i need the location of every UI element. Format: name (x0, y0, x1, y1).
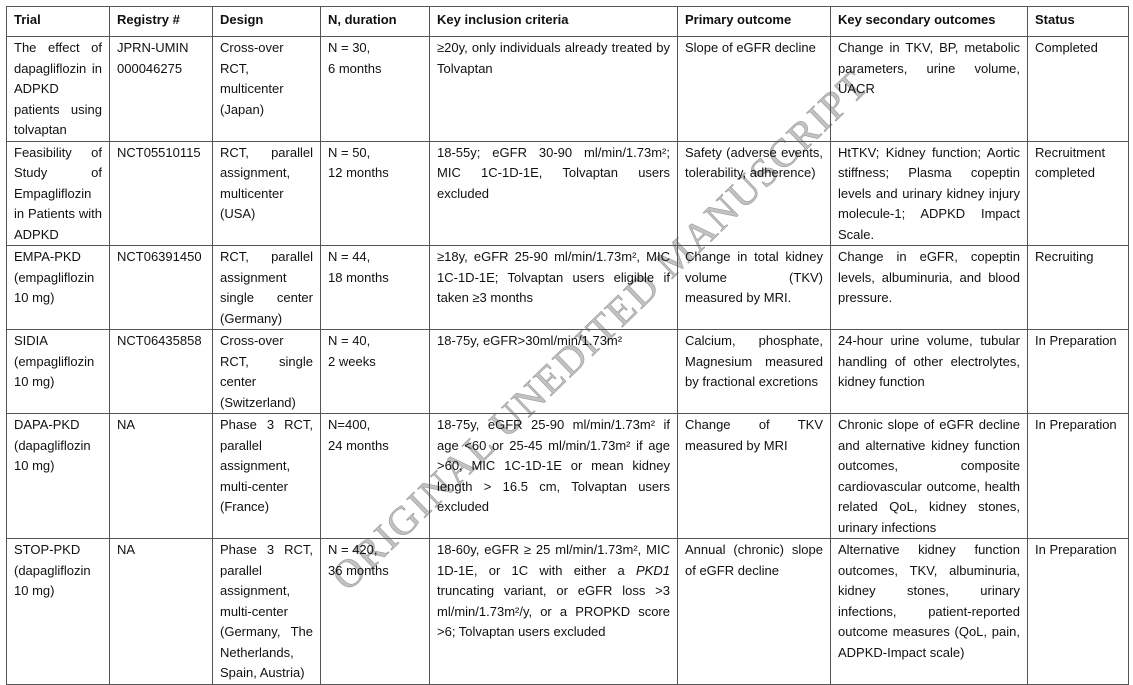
cell-status: In Preparation (1027, 538, 1129, 685)
cell-registry: NA (109, 538, 213, 685)
n: N = 420, (328, 542, 378, 557)
header-trial: Trial (6, 6, 110, 37)
cell-registry: NCT06435858 (109, 329, 213, 414)
n: N = 50, (328, 144, 371, 160)
cell-status: Completed (1027, 36, 1129, 142)
cell-n-duration: N = 50, 12 months (320, 140, 430, 246)
table-row: Feasibility of Study of Empagliflozin in… (6, 140, 1129, 246)
cell-design: RCT, parallel assignment, multicenter (U… (212, 140, 321, 246)
cell-primary: Calcium, phosphate, Magnesium measured b… (677, 329, 831, 414)
cell-criteria: 18-55y; eGFR 30-90 ml/min/1.73m²; MIC 1C… (429, 140, 678, 246)
cell-n-duration: N = 44, 18 months (320, 245, 430, 330)
cell-n-duration: N = 30, 6 months (320, 36, 430, 142)
duration: 2 weeks (328, 353, 376, 369)
header-criteria: Key inclusion criteria (429, 6, 678, 37)
table-row: DAPA-PKD (dapagliflozin 10 mg) NA Phase … (6, 413, 1129, 539)
n: N = 44, (328, 249, 371, 264)
cell-criteria: 18-75y, eGFR 25-90 ml/min/1.73m² if age … (429, 413, 678, 539)
cell-secondary: Change in eGFR, copeptin levels, albumin… (830, 245, 1028, 330)
duration: 36 months (328, 562, 389, 578)
cell-secondary: HtTKV; Kidney function; Aortic stiffness… (830, 140, 1028, 246)
header-registry: Registry # (109, 6, 213, 37)
criteria-text: truncating variant, or eGFR loss >3 ml/m… (437, 583, 670, 639)
cell-primary: Safety (adverse events, tolerability, ad… (677, 140, 831, 246)
cell-registry: NCT05510115 (109, 140, 213, 246)
duration: 18 months (328, 269, 389, 285)
header-n-duration: N, duration (320, 6, 430, 37)
cell-primary: Annual (chronic) slope of eGFR decline (677, 538, 831, 685)
gene-name: PKD1 (636, 562, 670, 578)
cell-secondary: 24-hour urine volume, tubular handling o… (830, 329, 1028, 414)
n: N = 30, (328, 40, 371, 55)
duration: 24 months (328, 437, 389, 453)
header-design: Design (212, 6, 321, 37)
cell-design: RCT, parallel assignment single center (… (212, 245, 321, 330)
cell-criteria: ≥20y, only individuals already treated b… (429, 36, 678, 142)
cell-secondary: Chronic slope of eGFR decline and altern… (830, 413, 1028, 539)
cell-criteria: 18-75y, eGFR>30ml/min/1.73m² (429, 329, 678, 414)
cell-secondary: Change in TKV, BP, metabolic parameters,… (830, 36, 1028, 142)
cell-registry: NA (109, 413, 213, 539)
cell-trial: DAPA-PKD (dapagliflozin 10 mg) (6, 413, 110, 539)
clinical-trials-table: Trial Registry # Design N, duration Key … (6, 6, 1129, 685)
cell-secondary: Alternative kidney function outcomes, TK… (830, 538, 1028, 685)
cell-design: Cross-over RCT, multicenter (Japan) (212, 36, 321, 142)
cell-trial: SIDIA (empagliflozin 10 mg) (6, 329, 110, 414)
table-row: EMPA-PKD (empagliflozin 10 mg) NCT063914… (6, 245, 1129, 330)
cell-status: In Preparation (1027, 329, 1129, 414)
table-row: The effect of dapagliflozin in ADPKD pat… (6, 36, 1129, 142)
header-primary: Primary outcome (677, 6, 831, 37)
cell-registry: NCT06391450 (109, 245, 213, 330)
cell-status: Recruitment completed (1027, 140, 1129, 246)
cell-trial: STOP-PKD (dapagliflozin 10 mg) (6, 538, 110, 685)
cell-n-duration: N = 40, 2 weeks (320, 329, 430, 414)
cell-trial: EMPA-PKD (empagliflozin 10 mg) (6, 245, 110, 330)
cell-design: Phase 3 RCT, parallel assignment, multi-… (212, 538, 321, 685)
cell-trial: Feasibility of Study of Empagliflozin in… (6, 140, 110, 246)
n: N=400, (328, 417, 371, 432)
cell-n-duration: N=400, 24 months (320, 413, 430, 539)
header-status: Status (1027, 6, 1129, 37)
table-row: STOP-PKD (dapagliflozin 10 mg) NA Phase … (6, 538, 1129, 685)
criteria-text: 18-60y, eGFR ≥ 25 ml/min/1.73m², MIC 1D-… (437, 542, 670, 578)
cell-status: Recruiting (1027, 245, 1129, 330)
cell-primary: Change in total kidney volume (TKV) meas… (677, 245, 831, 330)
cell-status: In Preparation (1027, 413, 1129, 539)
n: N = 40, (328, 333, 371, 348)
cell-primary: Change of TKV measured by MRI (677, 413, 831, 539)
cell-criteria: ≥18y, eGFR 25-90 ml/min/1.73m², MIC 1C-1… (429, 245, 678, 330)
duration: 6 months (328, 60, 382, 76)
table-row: SIDIA (empagliflozin 10 mg) NCT06435858 … (6, 329, 1129, 414)
cell-design: Cross-over RCT, single center (Switzerla… (212, 329, 321, 414)
header-row: Trial Registry # Design N, duration Key … (6, 6, 1129, 37)
cell-n-duration: N = 420, 36 months (320, 538, 430, 685)
duration: 12 months (328, 165, 389, 180)
cell-design: Phase 3 RCT, parallel assignment, multi-… (212, 413, 321, 539)
cell-trial: The effect of dapagliflozin in ADPKD pat… (6, 36, 110, 142)
cell-registry: JPRN-UMIN 000046275 (109, 36, 213, 142)
cell-primary: Slope of eGFR decline (677, 36, 831, 142)
header-secondary: Key secondary outcomes (830, 6, 1028, 37)
cell-criteria: 18-60y, eGFR ≥ 25 ml/min/1.73m², MIC 1D-… (429, 538, 678, 685)
